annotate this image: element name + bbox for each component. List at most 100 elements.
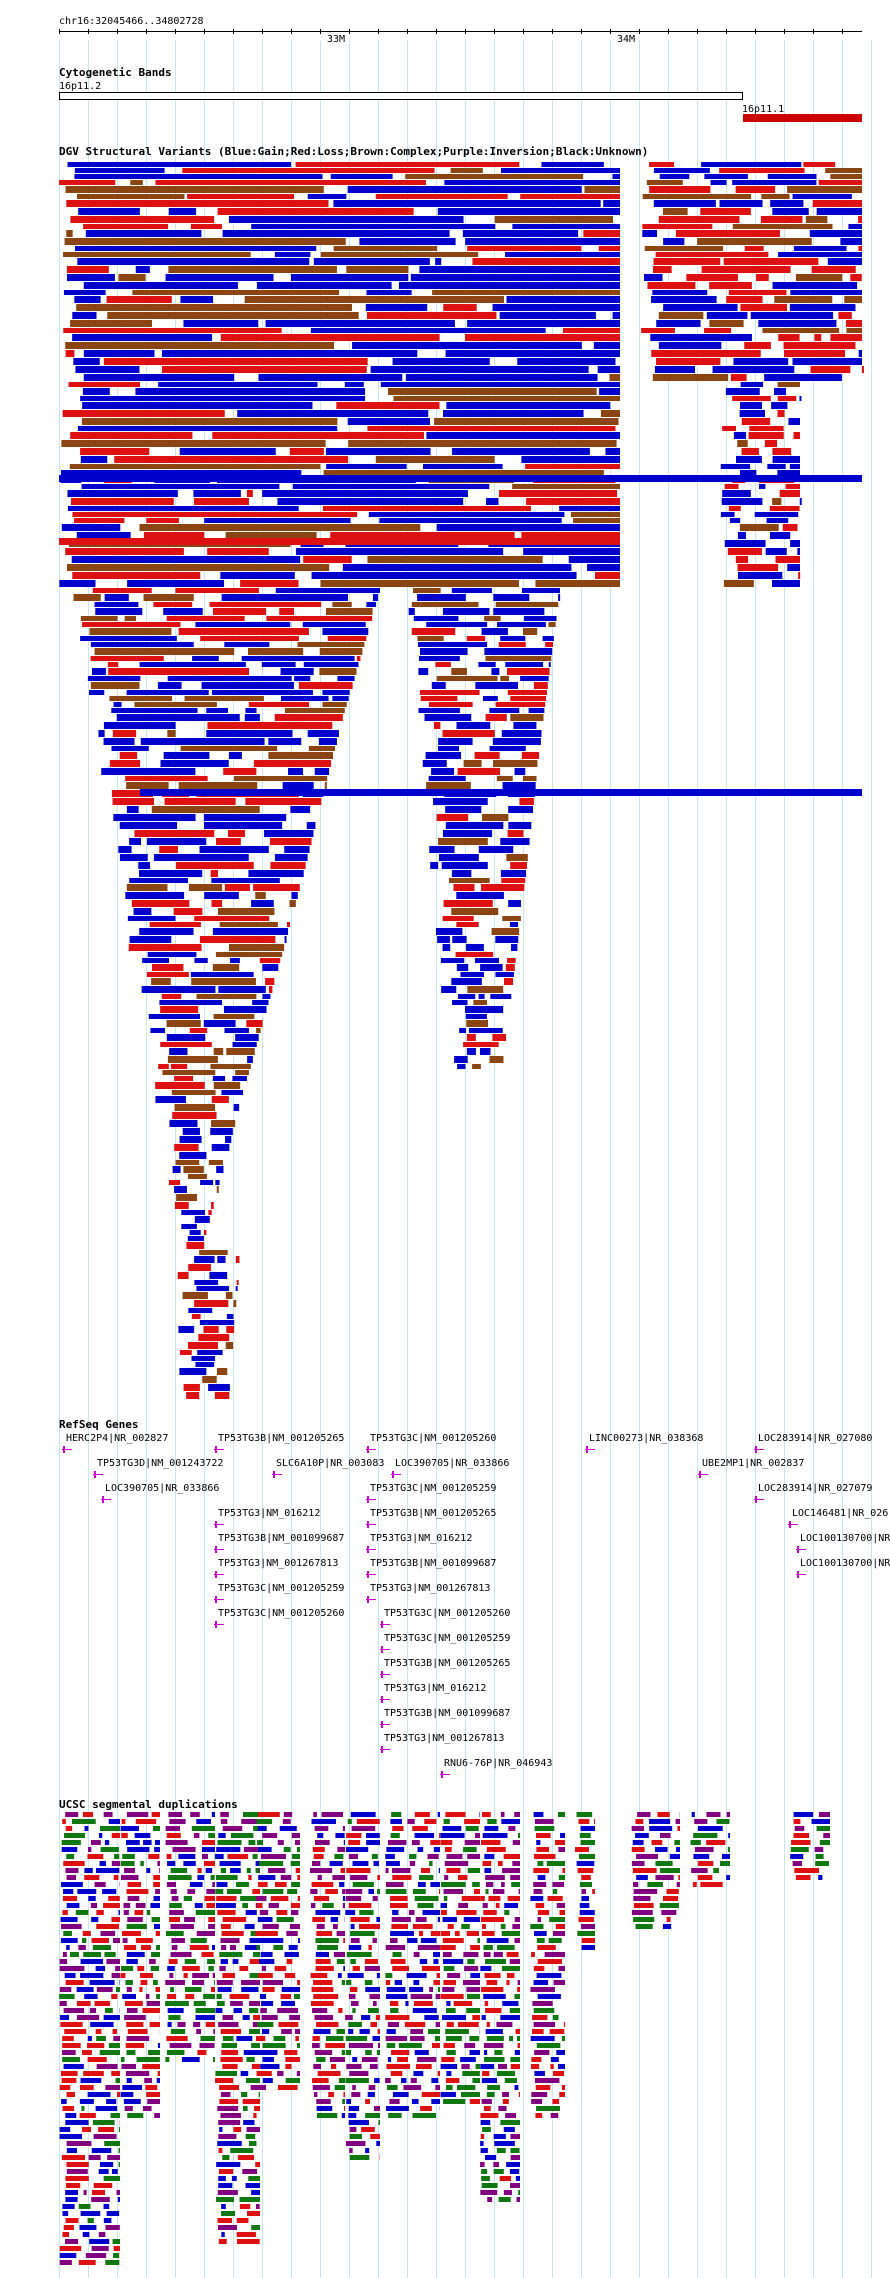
dgv-variant xyxy=(442,830,493,837)
segdup-feature xyxy=(342,2099,345,2104)
refseq-gene-label[interactable]: LOC100130700|NR xyxy=(800,1558,890,1569)
refseq-gene-label[interactable]: LOC283914|NR_027080 xyxy=(758,1433,873,1444)
refseq-gene-label[interactable]: LINC00273|NR_038368 xyxy=(589,1433,704,1444)
segdup-feature xyxy=(248,2141,257,2146)
segdup-feature xyxy=(446,1854,463,1859)
dgv-variant xyxy=(434,418,619,425)
segdup-feature xyxy=(350,1924,355,1929)
dgv-variant xyxy=(126,884,168,891)
dgv-variant xyxy=(112,730,137,737)
refseq-gene-label[interactable]: TP53TG3B|NM_001099687 xyxy=(218,1533,345,1544)
refseq-gene-label[interactable]: TP53TG3C|NM_001205260 xyxy=(370,1433,497,1444)
dgv-variant xyxy=(505,662,544,667)
segdup-feature xyxy=(345,1847,369,1852)
dgv-variant xyxy=(143,532,205,539)
dgv-variant xyxy=(322,690,350,695)
segdup-feature xyxy=(255,2162,260,2167)
dgv-variant xyxy=(126,806,139,813)
segdup-feature xyxy=(635,1833,649,1838)
dgv-variant xyxy=(548,662,551,667)
dgv-variant xyxy=(268,986,273,993)
dgv-variant xyxy=(739,524,779,531)
segdup-feature xyxy=(427,2029,440,2034)
segdup-feature xyxy=(218,2239,227,2244)
segdup-feature xyxy=(463,1952,479,1957)
segdup-feature xyxy=(256,2071,272,2076)
refseq-gene-label[interactable]: LOC390705|NR_033866 xyxy=(105,1483,220,1494)
refseq-track-title[interactable]: RefSeq Genes xyxy=(59,1418,139,1431)
refseq-gene-label[interactable]: TP53TG3C|NM_001205259 xyxy=(384,1633,511,1644)
refseq-gene-label[interactable]: TP53TG3D|NM_001243722 xyxy=(97,1458,224,1469)
refseq-gene-label[interactable]: TP53TG3B|NM_001205265 xyxy=(384,1658,511,1669)
segdup-feature xyxy=(91,2246,109,2251)
segdup-track-title[interactable]: UCSC segmental duplications xyxy=(59,1798,238,1811)
segdup-feature xyxy=(215,1875,238,1880)
dgv-variant xyxy=(159,846,178,853)
refseq-gene-label[interactable]: TP53TG3C|NM_001205260 xyxy=(218,1608,345,1619)
refseq-gene-label[interactable]: LOC100130700|NR xyxy=(800,1533,890,1544)
gene-exon xyxy=(273,1471,275,1478)
refseq-gene-label[interactable]: LOC146481|NR_026 xyxy=(792,1508,889,1519)
segdup-feature xyxy=(145,2085,158,2090)
segdup-feature xyxy=(310,1868,333,1873)
segdup-feature xyxy=(391,1812,402,1817)
segdup-feature xyxy=(258,1938,284,1943)
refseq-gene-label[interactable]: TP53TG3|NM_016212 xyxy=(370,1533,473,1544)
dgv-variant xyxy=(788,418,800,425)
segdup-feature xyxy=(65,1812,79,1817)
segdup-feature xyxy=(233,2127,242,2132)
refseq-gene-label[interactable]: SLC6A10P|NR_003083 xyxy=(276,1458,385,1469)
segdup-feature xyxy=(530,1924,544,1929)
refseq-gene-label[interactable]: TP53TG3C|NM_001205260 xyxy=(384,1608,511,1619)
segdup-feature xyxy=(472,2078,480,2083)
refseq-gene-label[interactable]: TP53TG3B|NM_001099687 xyxy=(384,1708,511,1719)
segdup-feature xyxy=(142,2008,160,2013)
refseq-gene-label[interactable]: TP53TG3|NM_016212 xyxy=(218,1508,321,1519)
segdup-feature xyxy=(496,2022,513,2027)
segdup-feature xyxy=(222,2036,234,2041)
dgv-variant xyxy=(472,258,620,265)
segdup-feature xyxy=(236,1882,249,1887)
refseq-gene-label[interactable]: UBE2MP1|NR_002837 xyxy=(702,1458,805,1469)
segdup-feature xyxy=(315,1910,341,1915)
segdup-feature xyxy=(255,1861,260,1866)
segdup-feature xyxy=(377,2043,380,2048)
refseq-gene-label[interactable]: TP53TG3|NM_001267813 xyxy=(218,1558,339,1569)
segdup-feature xyxy=(790,1854,804,1859)
refseq-gene-label[interactable]: RNU6-76P|NR_046943 xyxy=(444,1758,553,1769)
dgv-variant xyxy=(810,366,851,373)
segdup-feature xyxy=(291,1882,300,1887)
segdup-feature xyxy=(166,1882,176,1887)
dgv-variant xyxy=(803,162,836,167)
gene-exon xyxy=(215,1621,217,1628)
dgv-variant xyxy=(179,1136,202,1143)
segdup-feature xyxy=(111,1833,120,1838)
segdup-feature xyxy=(633,1882,639,1887)
refseq-gene-label[interactable]: TP53TG3B|NM_001205265 xyxy=(218,1433,345,1444)
refseq-gene-label[interactable]: TP53TG3|NM_016212 xyxy=(384,1683,487,1694)
segdup-feature xyxy=(437,1812,440,1817)
segdup-feature xyxy=(111,1861,120,1866)
cytoband-track-title[interactable]: Cytogenetic Bands xyxy=(59,66,172,79)
dgv-track-title[interactable]: DGV Structural Variants (Blue:Gain;Red:L… xyxy=(59,145,649,158)
refseq-gene-label[interactable]: LOC283914|NR_027079 xyxy=(758,1483,873,1494)
segdup-feature xyxy=(485,2155,497,2160)
refseq-gene-label[interactable]: HERC2P4|NR_002827 xyxy=(66,1433,169,1444)
refseq-gene-label[interactable]: LOC390705|NR_033866 xyxy=(395,1458,510,1469)
dgv-variant xyxy=(74,296,101,303)
dgv-variant xyxy=(131,900,190,907)
segdup-feature xyxy=(413,1980,420,1985)
dgv-variant xyxy=(66,266,109,273)
segdup-feature xyxy=(389,1903,408,1908)
refseq-gene-label[interactable]: TP53TG3|NM_001267813 xyxy=(370,1583,491,1594)
segdup-feature xyxy=(215,2008,223,2013)
refseq-gene-label[interactable]: TP53TG3B|NM_001099687 xyxy=(370,1558,497,1569)
segdup-feature xyxy=(256,1896,267,1901)
segdup-feature xyxy=(256,2204,260,2209)
refseq-gene-label[interactable]: TP53TG3B|NM_001205265 xyxy=(370,1508,497,1519)
refseq-gene-label[interactable]: TP53TG3|NM_001267813 xyxy=(384,1733,505,1744)
segdup-feature xyxy=(257,2022,274,2027)
refseq-gene-label[interactable]: TP53TG3C|NM_001205259 xyxy=(370,1483,497,1494)
refseq-gene-label[interactable]: TP53TG3C|NM_001205259 xyxy=(218,1583,345,1594)
segdup-feature xyxy=(514,1812,520,1817)
